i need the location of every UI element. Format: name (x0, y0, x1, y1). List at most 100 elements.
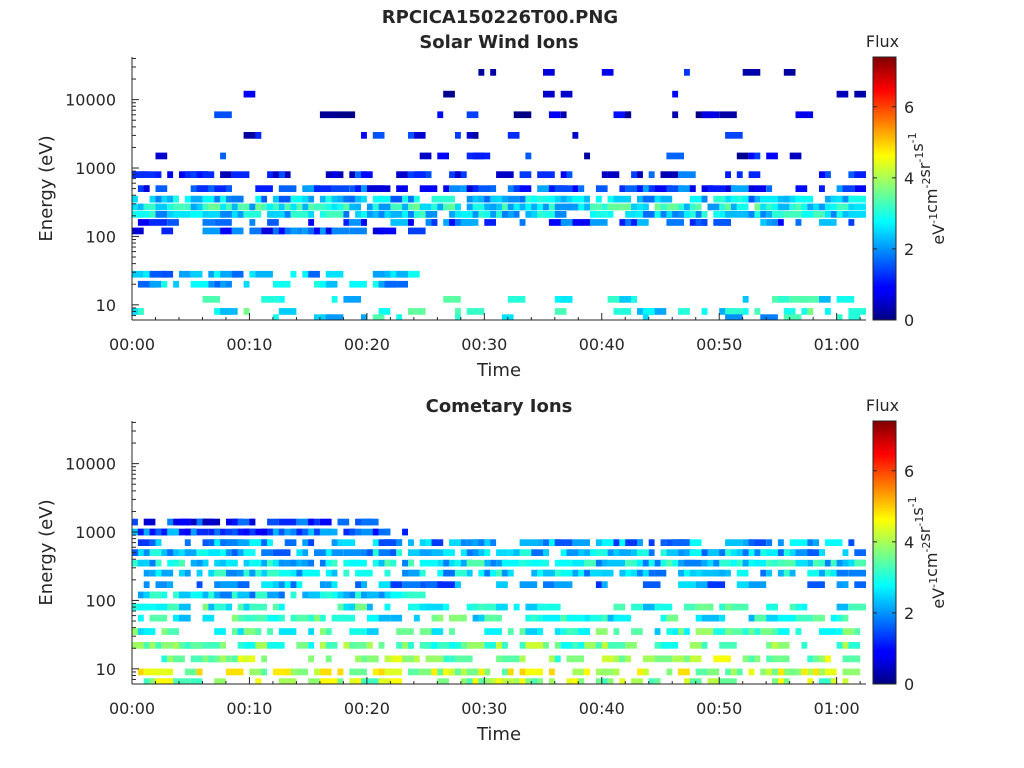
solar-wind-cell (466, 308, 485, 315)
solar-wind-cell (196, 171, 209, 178)
cometary-cell (261, 581, 279, 588)
solar-wind-cell (278, 185, 297, 192)
solar-wind-cell (578, 185, 585, 192)
solar-wind-cell (701, 308, 708, 315)
solar-wind-cell (137, 171, 156, 178)
solar-wind-cell (777, 219, 784, 226)
solar-wind-cell (243, 203, 250, 211)
solar-wind-cell (196, 185, 215, 192)
cometary-cell (807, 581, 825, 588)
cometary-cell (290, 678, 297, 684)
solar-wind-cell (642, 195, 661, 203)
cometary-cell (308, 678, 320, 684)
cometary-cell (466, 569, 473, 577)
solar-wind-cell (836, 195, 849, 203)
cometary-cell (654, 559, 667, 567)
cometary-cell (836, 642, 849, 649)
solar-wind-cell (449, 211, 455, 218)
solar-wind-cell (278, 203, 285, 211)
solar-wind-cell (325, 227, 332, 235)
cometary-cell (237, 642, 250, 649)
solar-wind-cell (308, 203, 315, 211)
solar-wind-cell (437, 203, 444, 211)
solar-wind-cell (237, 211, 244, 218)
cometary-cell (478, 549, 491, 556)
solar-wind-cell (355, 195, 361, 203)
cometary-cell (173, 559, 179, 567)
solar-wind-cell (319, 280, 332, 288)
solar-wind-cell (155, 152, 168, 160)
cometary-cell (584, 549, 596, 556)
cometary-cell (719, 559, 737, 567)
solar-wind-cell (220, 270, 238, 278)
solar-wind-cell (190, 203, 203, 211)
solar-wind-cell (742, 69, 761, 76)
cometary-cell (378, 528, 391, 536)
solar-wind-cell (137, 203, 144, 211)
solar-wind-cell (455, 308, 461, 315)
cometary-cell (654, 642, 667, 649)
solar-wind-cell (548, 219, 567, 226)
cometary-cell (331, 549, 344, 556)
cometary-cell (660, 559, 673, 567)
cometary-cell (173, 642, 185, 649)
cometary-y-tick-label: 10 (96, 660, 116, 679)
cometary-cell (267, 569, 279, 577)
solar-wind-cell (637, 219, 649, 226)
cometary-cell (355, 678, 367, 684)
solar-wind-cell (349, 203, 356, 211)
solar-wind-cell (772, 211, 784, 218)
solar-wind-cell (408, 270, 420, 278)
cometary-cell (525, 642, 543, 649)
solar-wind-cell (319, 111, 338, 119)
cometary-cell (478, 614, 485, 622)
cometary-cell (319, 528, 338, 536)
solar-wind-cell (772, 219, 778, 226)
solar-wind-cell (689, 195, 708, 203)
cometary-cell (625, 539, 643, 546)
solar-wind-cell (167, 171, 174, 178)
solar-wind-cell (390, 280, 408, 288)
cometary-cell (777, 642, 790, 649)
cometary-cell (343, 549, 361, 556)
cometary-cell (302, 559, 314, 567)
cometary-cell (196, 528, 209, 536)
cometary-cell (179, 559, 185, 567)
cometary-cell (190, 642, 203, 649)
cometary-cell (325, 642, 338, 649)
solar-wind-cell (231, 270, 244, 278)
solar-wind-cell (824, 203, 831, 211)
cometary-cell (355, 581, 367, 588)
cometary-cell (725, 628, 731, 635)
cometary-cell (214, 628, 226, 635)
solar-wind-cell (331, 185, 350, 192)
cometary-cell (408, 559, 414, 567)
solar-wind-cell (742, 308, 749, 315)
solar-wind-cell (220, 227, 232, 235)
solar-wind-cell (666, 185, 684, 192)
solar-wind-cell (419, 203, 432, 211)
cometary-cell (543, 569, 555, 577)
solar-wind-cell (290, 270, 297, 278)
cometary-cell (249, 569, 256, 577)
cometary-cell (408, 569, 420, 577)
solar-wind-cell (742, 296, 749, 303)
cometary-cell (237, 539, 256, 546)
cometary-cell (519, 628, 526, 635)
solar-wind-cell (149, 219, 168, 226)
cometary-cell (272, 581, 279, 588)
cometary-cell (366, 614, 379, 622)
cometary-cell (220, 559, 226, 567)
cometary-cell (460, 614, 467, 622)
cometary-cell (736, 569, 749, 577)
solar-wind-cell (725, 314, 743, 320)
cometary-cell (601, 559, 608, 567)
cometary-cell (443, 569, 455, 577)
solar-wind-cell (854, 171, 866, 178)
cometary-cell (631, 678, 637, 684)
cometary-cell (631, 569, 643, 577)
cometary-cell (402, 591, 414, 599)
cometary-cell (249, 549, 256, 556)
solar-wind-cell (202, 195, 215, 203)
cometary-cell (272, 528, 285, 536)
